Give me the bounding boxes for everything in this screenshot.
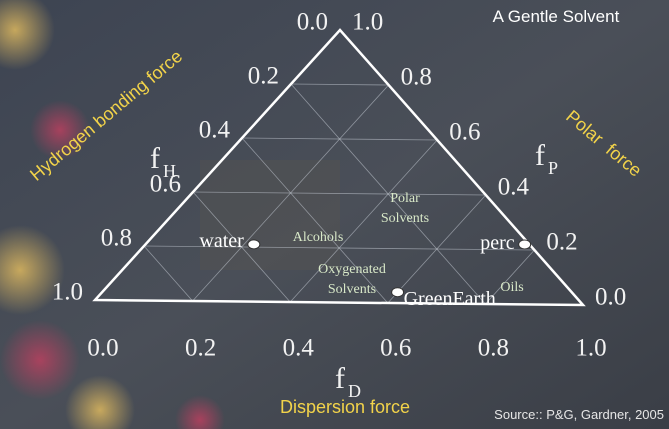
region-label: Polar — [390, 191, 420, 206]
h-tick-label: 0.4 — [199, 117, 231, 144]
grid-line — [192, 191, 486, 196]
axis-name: Dispersion force — [280, 397, 410, 417]
axis-symbol-f: f — [535, 139, 545, 172]
p-tick-label: 0.0 — [595, 284, 626, 311]
data-point — [247, 239, 261, 250]
h-tick-label: 0.6 — [150, 171, 181, 198]
source: Source:: P&G, Gardner, 2005 — [494, 407, 664, 422]
axis-symbol-sub: H — [163, 161, 176, 181]
d-tick-label: 0.8 — [478, 335, 509, 362]
flower-decor — [0, 0, 225, 429]
d-tick-label: 1.0 — [575, 335, 606, 362]
axis-symbol-f: f — [335, 362, 345, 395]
axis-symbol-sub: P — [548, 158, 558, 178]
grid-line — [289, 139, 438, 303]
h-tick-label: 1.0 — [52, 279, 83, 306]
region-label: Oils — [500, 280, 523, 295]
p-tick-label: 1.0 — [352, 9, 383, 36]
region-label: Alcohols — [293, 230, 344, 245]
point-label: perc — [480, 232, 515, 254]
region-label: Oxygenated — [318, 262, 386, 277]
grid-line — [192, 84, 389, 302]
d-tick-label: 0.2 — [185, 335, 216, 362]
grid-line — [241, 137, 389, 304]
axis-symbol-f: f — [150, 142, 160, 175]
point-label: GreenEarth — [404, 288, 496, 310]
grid — [143, 83, 535, 305]
d-tick-label: 0.6 — [380, 335, 411, 362]
triangle — [92, 28, 586, 307]
p-tick-label: 0.4 — [498, 174, 530, 201]
grid-line — [143, 245, 193, 302]
p-tick-label: 0.6 — [449, 119, 480, 146]
texture — [200, 160, 340, 270]
region-label: Solvents — [381, 211, 429, 226]
h-tick-label: 0.0 — [297, 9, 328, 36]
data-point — [518, 239, 532, 250]
axis-symbol-sub: D — [348, 381, 361, 401]
point-label: water — [199, 230, 244, 252]
h-tick-label: 0.8 — [101, 225, 132, 252]
data-point — [391, 287, 405, 298]
grid-line — [387, 194, 487, 304]
grid-line — [290, 83, 389, 86]
p-tick-label: 0.8 — [401, 64, 432, 91]
title: A Gentle Solvent — [493, 7, 620, 26]
d-tick-label: 0.4 — [283, 335, 315, 362]
region-label: Solvents — [328, 282, 376, 297]
h-tick-label: 0.2 — [248, 63, 279, 90]
p-tick-label: 0.2 — [546, 229, 577, 256]
grid-line — [485, 249, 535, 305]
d-tick-label: 0.0 — [87, 335, 118, 362]
